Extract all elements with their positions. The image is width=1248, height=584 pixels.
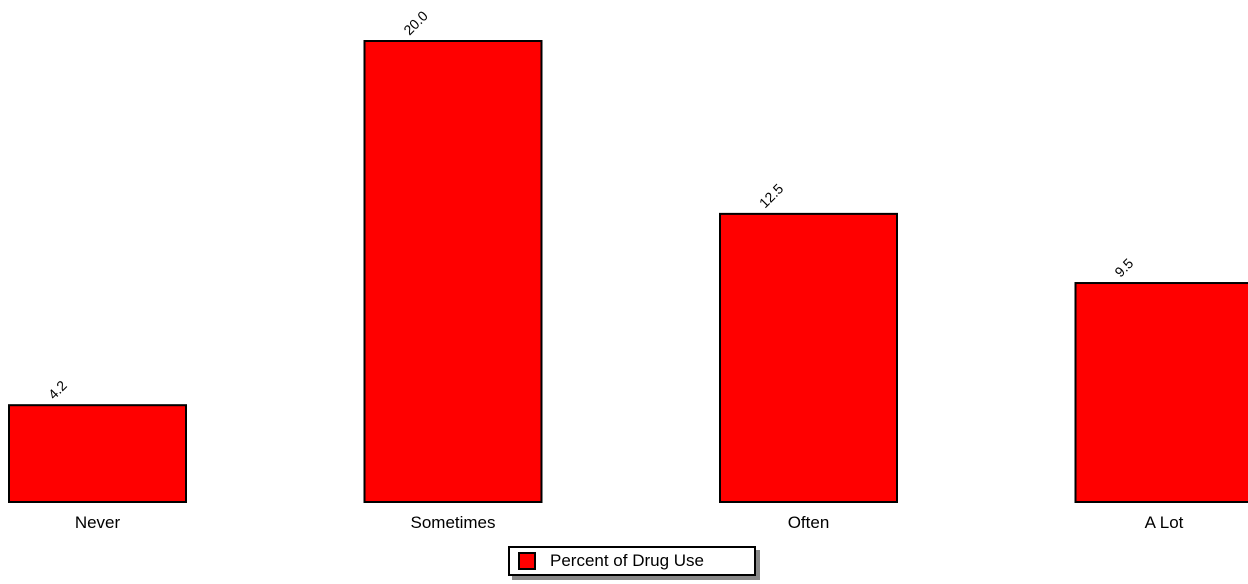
bar-sometimes: [363, 40, 543, 503]
bars-group: [8, 40, 1248, 503]
category-labels-group: Never Sometimes Often A Lot: [75, 513, 1184, 532]
legend-label: Percent of Drug Use: [550, 551, 705, 570]
category-label: Sometimes: [410, 513, 495, 532]
category-label: Never: [75, 513, 121, 532]
category-label: Often: [788, 513, 830, 532]
bar-never: [8, 404, 187, 503]
value-label: 4.2: [45, 377, 70, 402]
bar-a-lot: [1074, 282, 1248, 503]
value-label: 9.5: [1111, 255, 1136, 280]
bar-often: [719, 212, 898, 503]
legend-swatch: [518, 552, 536, 570]
value-label: 12.5: [756, 180, 787, 211]
category-label: A Lot: [1145, 513, 1184, 532]
value-label: 20.0: [400, 7, 431, 38]
value-labels-group: 4.2 20.0 12.5 9.5: [45, 7, 1137, 402]
chart-legend: Percent of Drug Use: [508, 546, 756, 576]
